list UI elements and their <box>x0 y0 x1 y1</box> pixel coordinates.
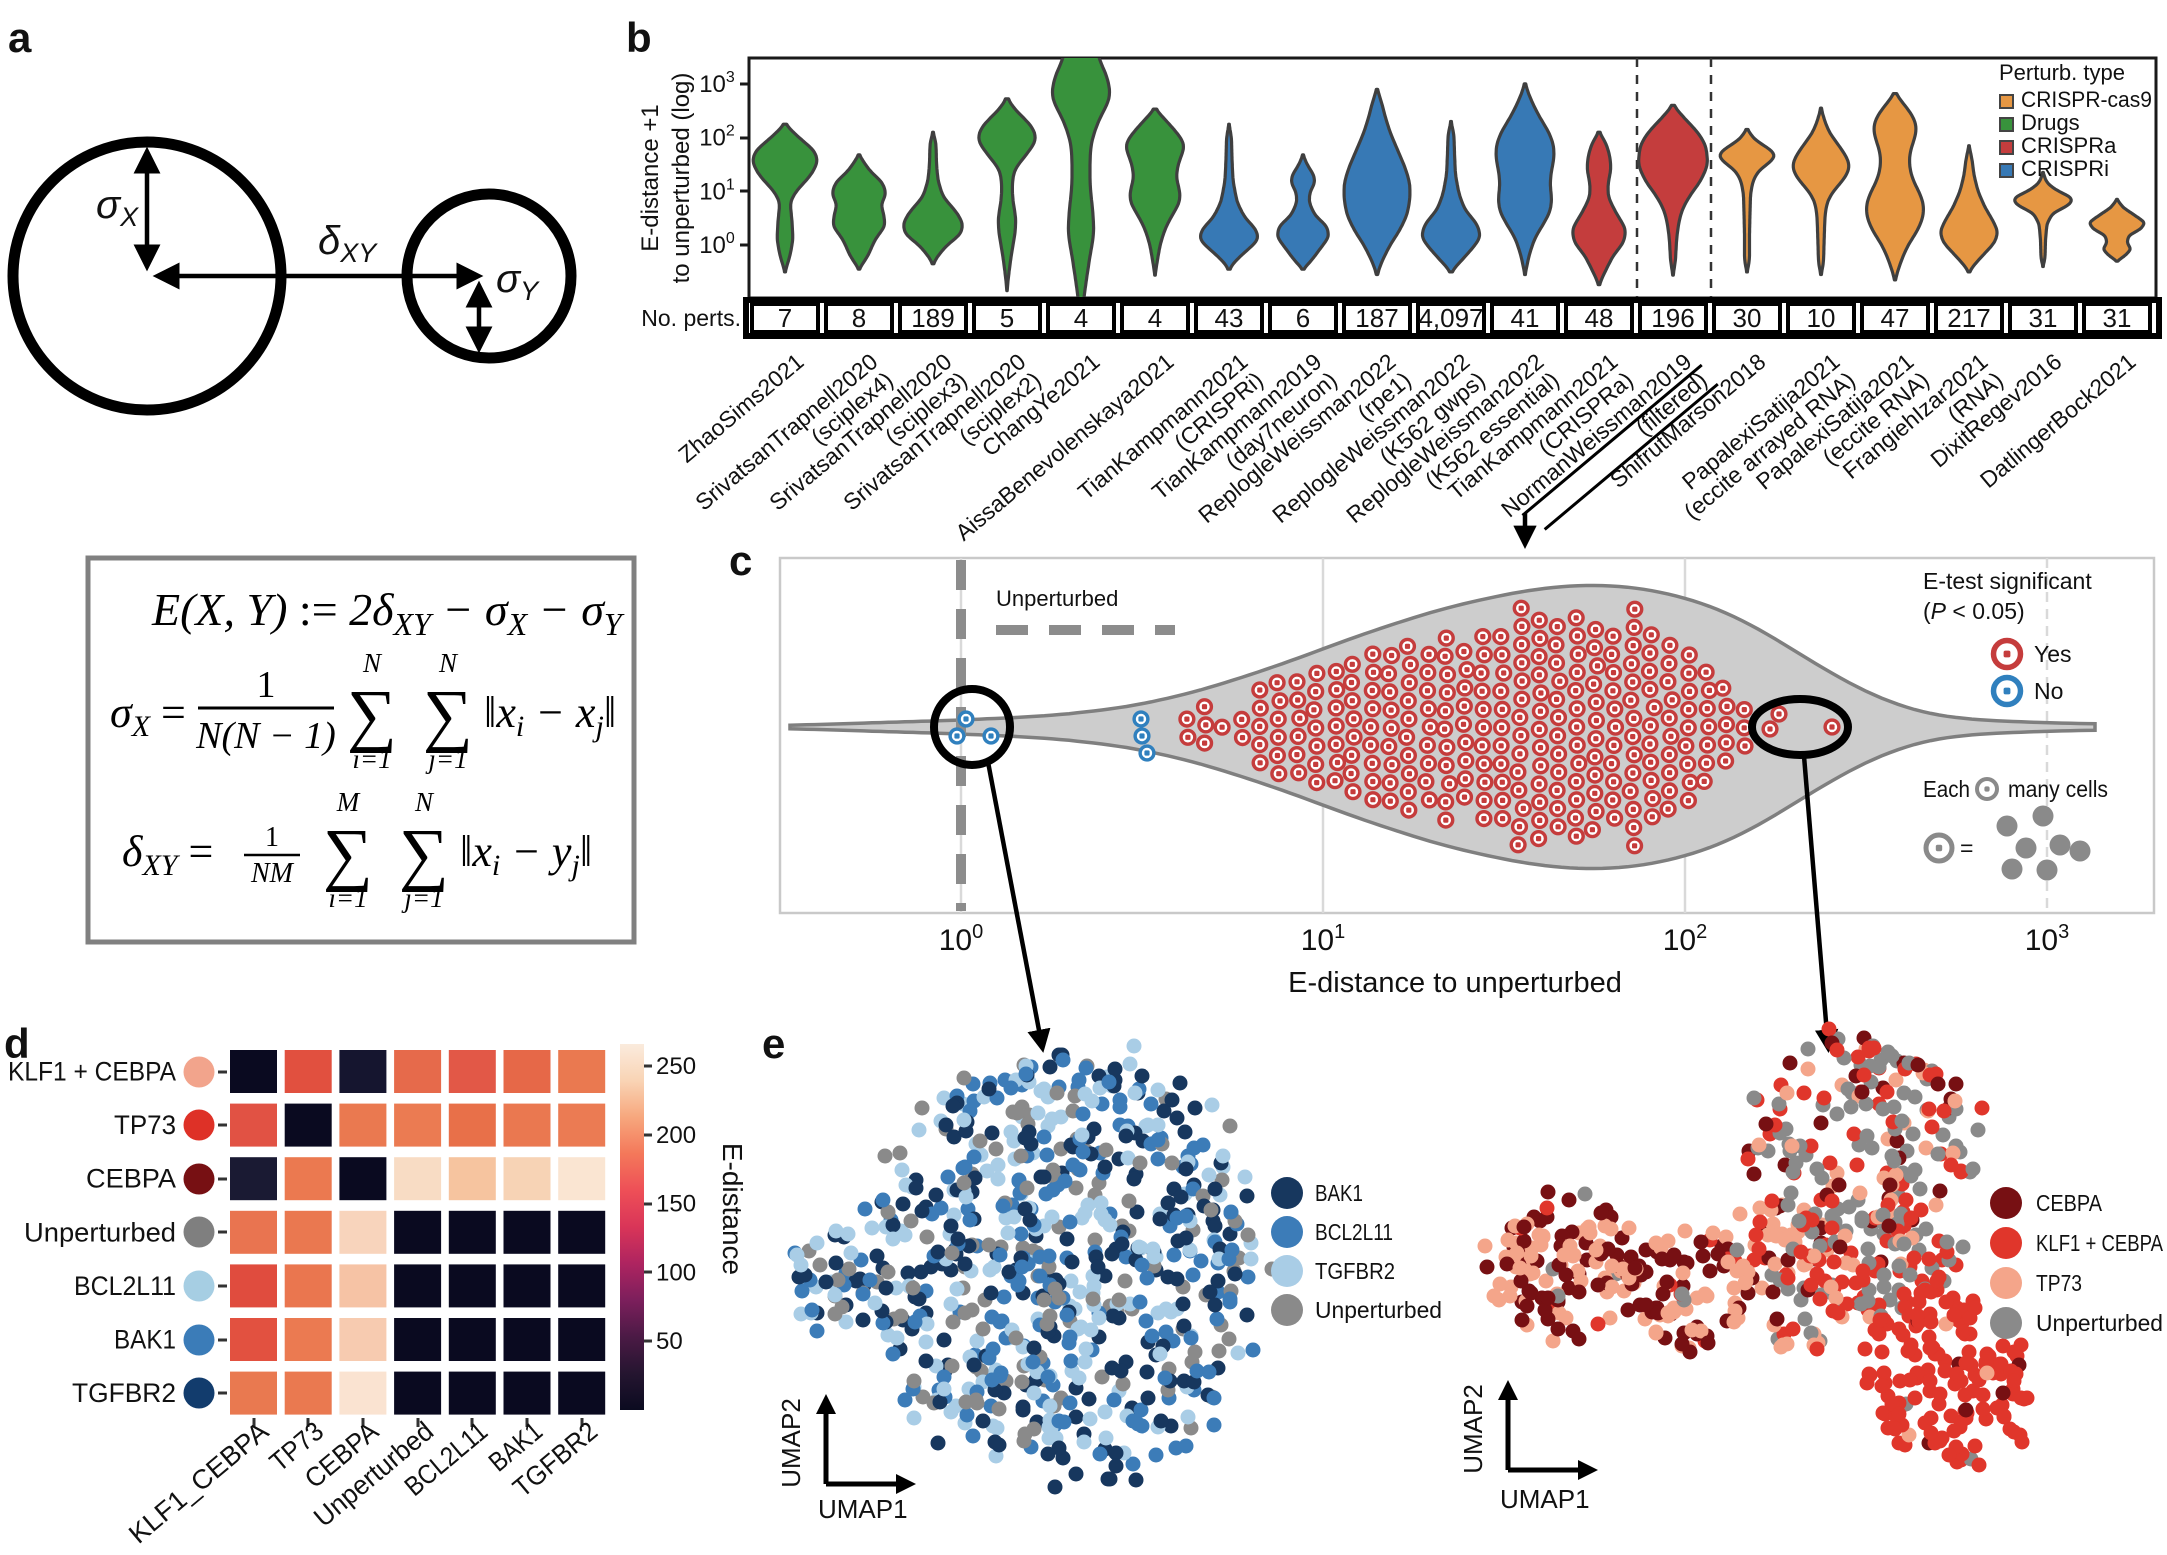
svg-text:189: 189 <box>911 303 954 333</box>
svg-text:∑: ∑ <box>399 816 449 893</box>
svg-text:N: N <box>414 787 435 817</box>
svg-text:E-distance +1: E-distance +1 <box>637 104 664 251</box>
svg-text:NM: NM <box>250 858 295 889</box>
svg-text:many cells: many cells <box>2008 776 2108 802</box>
svg-text:to unperturbed (log): to unperturbed (log) <box>668 73 695 284</box>
svg-text:TP73: TP73 <box>114 1110 176 1140</box>
svg-text:j=1: j=1 <box>401 883 443 913</box>
svg-text:CEBPA: CEBPA <box>86 1164 176 1194</box>
svg-text:d: d <box>4 1020 30 1067</box>
svg-text:Each: Each <box>1923 776 1970 802</box>
svg-text:e: e <box>762 1020 785 1067</box>
svg-text:KLF1 + CEBPA: KLF1 + CEBPA <box>8 1057 176 1087</box>
svg-text:a: a <box>8 14 32 61</box>
svg-text:c: c <box>729 537 752 584</box>
svg-text:Unperturbed: Unperturbed <box>24 1217 176 1247</box>
svg-text:‖xi − yj‖: ‖xi − yj‖ <box>460 827 592 882</box>
svg-text:i=1: i=1 <box>328 883 367 913</box>
svg-text:N: N <box>362 648 383 678</box>
svg-text:48: 48 <box>1585 303 1614 333</box>
svg-text:UMAP2: UMAP2 <box>1458 1384 1488 1474</box>
svg-text:UMAP1: UMAP1 <box>1500 1484 1590 1514</box>
svg-text:E-distance to unperturbed: E-distance to unperturbed <box>1288 967 1622 999</box>
svg-text:=: = <box>1960 835 1973 861</box>
svg-text:31: 31 <box>2029 303 2058 333</box>
svg-text:CEBPA: CEBPA <box>2036 1190 2103 1216</box>
svg-text:No. perts.: No. perts. <box>641 305 741 331</box>
svg-text:187: 187 <box>1355 303 1398 333</box>
svg-text:5: 5 <box>1000 303 1014 333</box>
svg-text:BAK1: BAK1 <box>114 1325 176 1355</box>
svg-text:∑: ∑ <box>423 677 473 754</box>
svg-text:250: 250 <box>656 1053 696 1080</box>
svg-text:No: No <box>2034 678 2063 704</box>
svg-text:(P < 0.05): (P < 0.05) <box>1923 598 2025 624</box>
svg-text:Perturb. type: Perturb. type <box>1999 60 2125 85</box>
svg-text:Unperturbed: Unperturbed <box>996 586 1118 611</box>
svg-text:Unperturbed: Unperturbed <box>2036 1310 2163 1336</box>
svg-text:BCL2L11: BCL2L11 <box>1315 1219 1393 1245</box>
svg-text:7: 7 <box>778 303 792 333</box>
svg-text:1: 1 <box>265 822 279 853</box>
svg-text:50: 50 <box>656 1328 683 1355</box>
svg-text:KLF1 + CEBPA: KLF1 + CEBPA <box>2036 1230 2164 1256</box>
svg-text:∑: ∑ <box>323 816 373 893</box>
svg-text:∑: ∑ <box>347 677 397 754</box>
svg-text:E-test significant: E-test significant <box>1923 568 2092 594</box>
svg-text:Yes: Yes <box>2034 641 2072 667</box>
svg-text:N(N − 1): N(N − 1) <box>195 715 336 757</box>
svg-text:σX: σX <box>96 183 139 232</box>
svg-text:E(X, Y) := 2δXY − σX − σY: E(X, Y) := 2δXY − σX − σY <box>151 584 625 642</box>
svg-text:47: 47 <box>1881 303 1910 333</box>
svg-text:4,097: 4,097 <box>1418 303 1483 333</box>
svg-text:43: 43 <box>1215 303 1244 333</box>
svg-text:CRISPR-cas9: CRISPR-cas9 <box>2021 87 2152 112</box>
svg-text:CRISPRa: CRISPRa <box>2021 133 2117 158</box>
svg-text:196: 196 <box>1651 303 1694 333</box>
svg-text:200: 200 <box>656 1122 696 1149</box>
svg-text:31: 31 <box>2103 303 2132 333</box>
svg-text:100: 100 <box>656 1259 696 1286</box>
svg-text:217: 217 <box>1947 303 1990 333</box>
svg-text:N: N <box>438 648 459 678</box>
svg-text:6: 6 <box>1296 303 1310 333</box>
svg-text:UMAP2: UMAP2 <box>776 1398 806 1488</box>
svg-text:E-distance: E-distance <box>717 1143 748 1275</box>
svg-text:CRISPRi: CRISPRi <box>2021 156 2109 181</box>
svg-text:Unperturbed: Unperturbed <box>1315 1297 1442 1323</box>
svg-text:8: 8 <box>852 303 866 333</box>
svg-text:4: 4 <box>1148 303 1162 333</box>
svg-text:‖xi − xj‖: ‖xi − xj‖ <box>484 688 616 743</box>
svg-text:BCL2L11: BCL2L11 <box>74 1271 176 1301</box>
svg-text:150: 150 <box>656 1191 696 1218</box>
svg-text:M: M <box>336 787 361 817</box>
svg-text:30: 30 <box>1733 303 1762 333</box>
svg-text:j=1: j=1 <box>425 744 467 774</box>
svg-text:Drugs: Drugs <box>2021 110 2080 135</box>
svg-text:BAK1: BAK1 <box>1315 1180 1363 1206</box>
svg-text:b: b <box>626 14 652 61</box>
svg-text:TGFBR2: TGFBR2 <box>72 1378 176 1408</box>
svg-text:i=1: i=1 <box>352 744 391 774</box>
svg-text:4: 4 <box>1074 303 1088 333</box>
svg-text:41: 41 <box>1511 303 1540 333</box>
svg-text:TP73: TP73 <box>2036 1270 2082 1296</box>
svg-text:TGFBR2: TGFBR2 <box>1315 1258 1395 1284</box>
svg-text:1: 1 <box>257 664 276 706</box>
svg-text:10: 10 <box>1807 303 1836 333</box>
svg-text:UMAP1: UMAP1 <box>818 1494 908 1524</box>
